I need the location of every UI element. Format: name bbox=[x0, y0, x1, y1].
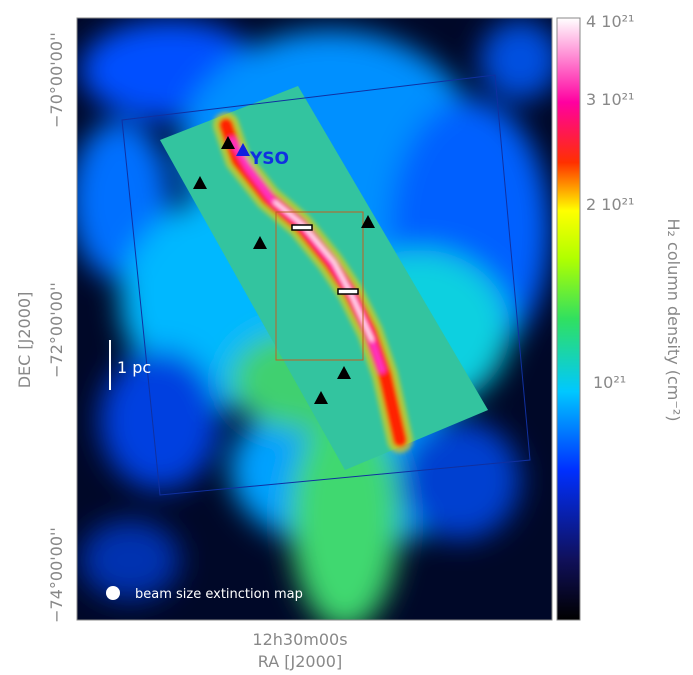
scale-label: 1 pc bbox=[117, 358, 151, 377]
y-tick-label: −72°00'00'' bbox=[47, 282, 66, 378]
yso-label: YSO bbox=[249, 149, 289, 169]
colorbar-tick-label: 4 10²¹ bbox=[586, 12, 634, 31]
colorbar-tick-label: 3 10²¹ bbox=[586, 90, 634, 109]
x-tick-label: 12h30m00s bbox=[252, 630, 347, 649]
column-density-map bbox=[77, 18, 552, 620]
beam-label: beam size extinction map bbox=[135, 587, 303, 602]
y-tick-label: −70°00'00'' bbox=[47, 32, 66, 128]
colorbar-label: H₂ column density (cm⁻²) bbox=[664, 219, 683, 422]
colorbar-tick-label: 10²¹ bbox=[593, 373, 626, 392]
y-tick-label: −74°00'00'' bbox=[47, 527, 66, 623]
y-axis-label: DEC [J2000] bbox=[15, 292, 34, 389]
x-axis-label: RA [J2000] bbox=[258, 652, 342, 671]
colorbar-tick-label: 2 10²¹ bbox=[586, 195, 634, 214]
